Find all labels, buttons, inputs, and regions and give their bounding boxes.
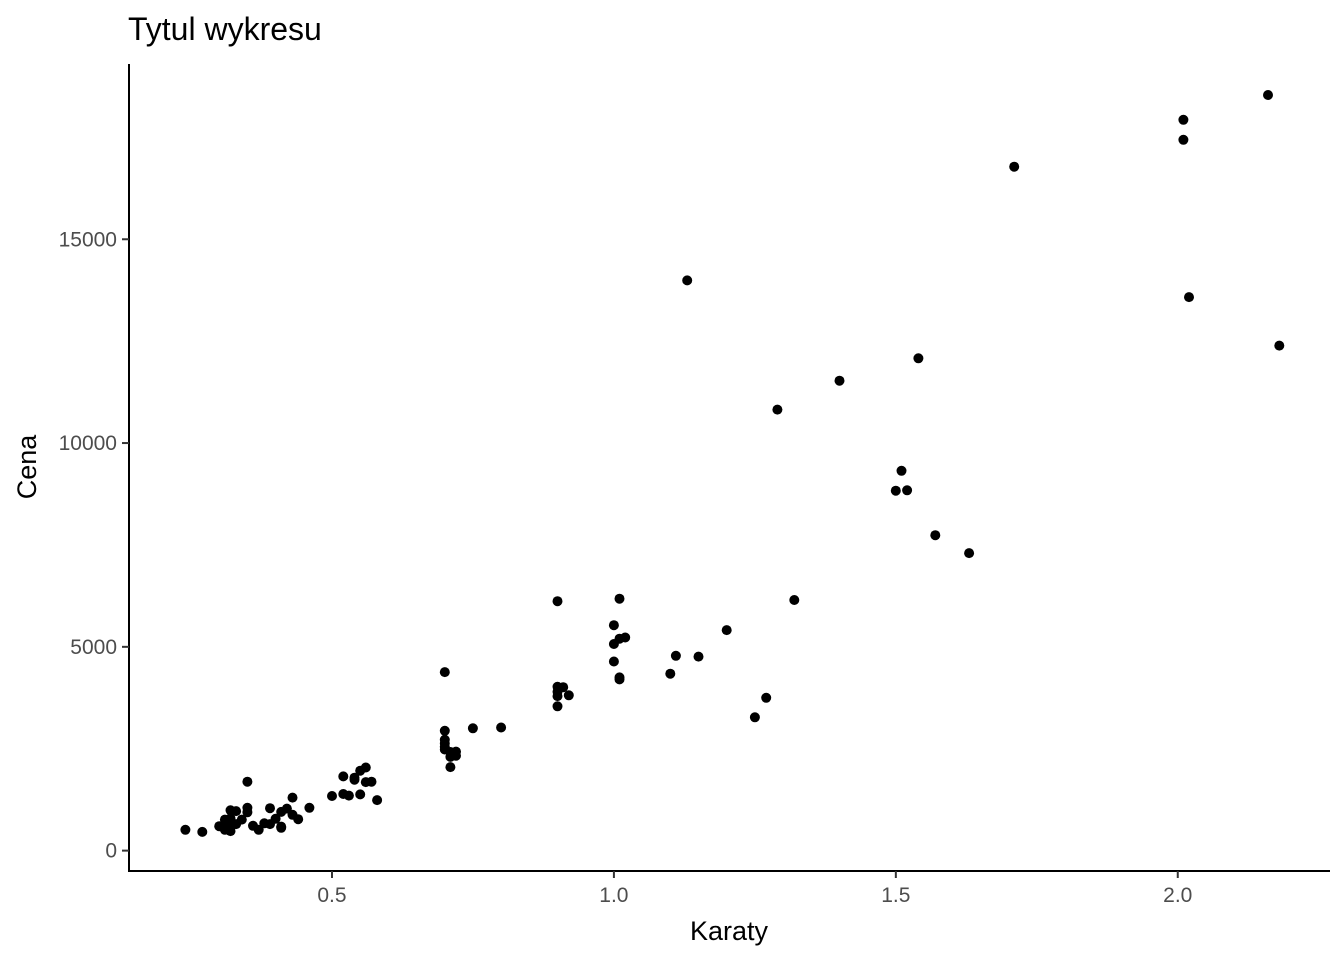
data-point: [327, 791, 337, 801]
data-point: [293, 814, 304, 825]
x-tick-label: 0.5: [317, 884, 346, 907]
x-axis-title: Karaty: [690, 916, 769, 946]
y-axis-title: Cena: [12, 434, 42, 500]
x-tick-label: 2.0: [1163, 884, 1192, 907]
data-point: [693, 651, 704, 662]
y-tick-label: 0: [105, 840, 117, 863]
data-point: [749, 712, 760, 723]
data-point: [287, 792, 298, 803]
data-point: [372, 795, 383, 806]
data-point: [552, 691, 563, 702]
data-point: [366, 776, 377, 787]
y-tick-label: 15000: [59, 228, 117, 251]
data-point: [242, 807, 253, 818]
data-point: [913, 353, 924, 364]
data-point: [665, 668, 676, 679]
data-point: [682, 275, 693, 286]
data-point: [276, 806, 287, 817]
data-point: [608, 620, 619, 631]
y-tick-label: 5000: [70, 636, 117, 659]
data-point: [890, 485, 901, 496]
data-point: [253, 824, 264, 835]
data-point: [467, 723, 478, 734]
data-point: [242, 776, 253, 787]
data-point: [1184, 292, 1194, 303]
y-tick-label: 10000: [59, 432, 117, 455]
data-point: [445, 751, 456, 762]
x-axis-ticks: 0.5 1.0 1.5 2.0: [317, 871, 1192, 907]
data-point: [445, 762, 456, 773]
data-point: [355, 789, 366, 800]
data-point: [225, 826, 236, 837]
data-point: [721, 625, 732, 636]
data-points: [180, 90, 1285, 837]
data-point: [902, 485, 913, 496]
x-tick-label: 1.5: [881, 884, 910, 907]
y-axis-ticks: 0 5000 10000 15000: [59, 228, 129, 863]
data-point: [338, 771, 349, 782]
data-point: [563, 690, 574, 701]
data-point: [552, 701, 563, 712]
data-point: [496, 722, 507, 733]
data-point: [964, 548, 975, 559]
data-point: [349, 774, 360, 785]
data-point: [265, 819, 275, 830]
data-point: [670, 650, 681, 661]
data-point: [439, 725, 450, 736]
data-point: [608, 656, 619, 667]
data-point: [614, 593, 625, 604]
data-point: [789, 595, 800, 605]
data-point: [896, 465, 907, 476]
data-point: [180, 824, 191, 835]
data-point: [197, 826, 208, 837]
data-point: [761, 692, 772, 703]
data-point: [834, 375, 845, 386]
x-tick-label: 1.0: [599, 884, 628, 907]
data-point: [304, 802, 315, 813]
data-point: [1274, 340, 1285, 351]
data-point: [930, 530, 941, 541]
data-point: [772, 404, 783, 415]
data-point: [276, 822, 287, 833]
data-point: [231, 806, 242, 817]
data-point: [552, 596, 563, 607]
chart-title: Tytul wykresu: [128, 11, 322, 47]
data-point: [1178, 114, 1189, 125]
data-point: [1263, 90, 1273, 100]
data-point: [355, 765, 366, 776]
plot-area: [180, 90, 1285, 837]
data-point: [1009, 161, 1020, 172]
data-point: [614, 674, 625, 685]
data-point: [439, 667, 450, 678]
data-point: [608, 639, 619, 649]
data-point: [1178, 134, 1189, 145]
data-point: [343, 790, 354, 801]
data-point: [265, 803, 275, 814]
